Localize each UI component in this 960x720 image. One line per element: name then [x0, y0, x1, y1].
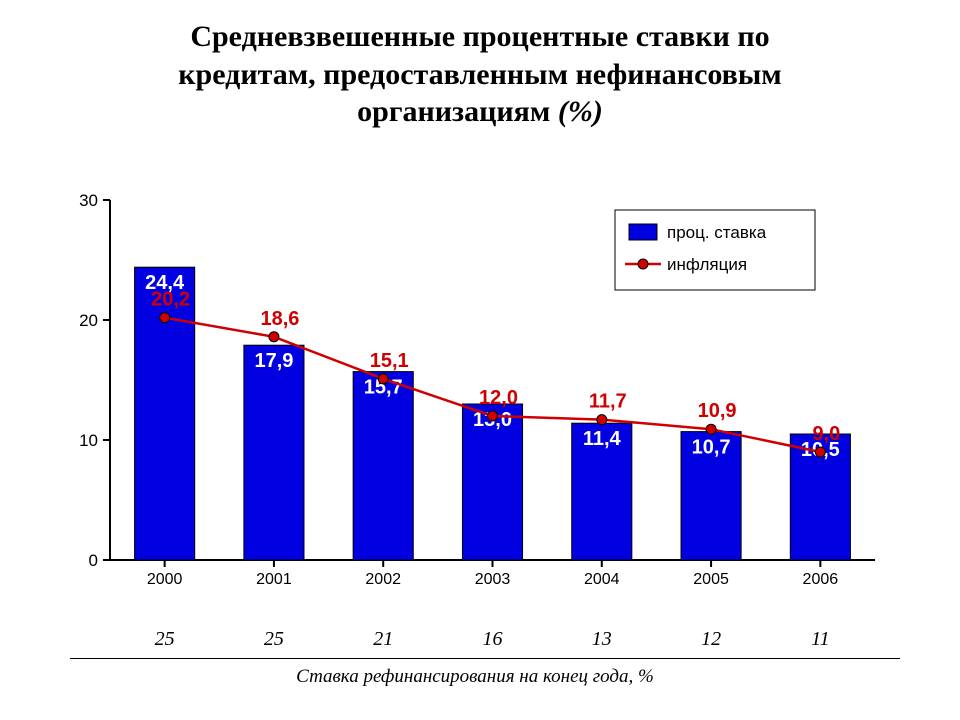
refinancing-value: 25: [155, 628, 175, 651]
y-tick-label: 0: [89, 551, 98, 570]
line-marker: [269, 332, 279, 342]
bar: [244, 345, 304, 560]
y-tick-label: 30: [79, 191, 98, 210]
title-line3-italic: (%): [558, 95, 603, 128]
line-value-label: 15,1: [370, 350, 409, 372]
chart-svg: 0102030200020012002200320042005200624,41…: [55, 190, 895, 590]
bar-value-label: 10,7: [692, 437, 731, 459]
bar-value-label: 11,4: [583, 428, 622, 450]
chart-area: 0102030200020012002200320042005200624,41…: [55, 190, 895, 590]
chart-title: Средневзвешенные процентные ставки по кр…: [40, 18, 920, 131]
line-marker: [597, 415, 607, 425]
line-value-label: 11,7: [589, 391, 627, 413]
category-label: 2002: [365, 571, 401, 588]
line-marker: [160, 313, 170, 323]
category-label: 2000: [147, 571, 183, 588]
refinancing-value: 11: [811, 628, 830, 651]
legend-label: проц. ставка: [667, 223, 767, 242]
title-line1: Средневзвешенные процентные ставки по: [190, 20, 769, 53]
line-marker: [488, 411, 498, 421]
bar-value-label: 17,9: [254, 350, 293, 372]
line-marker: [706, 424, 716, 434]
category-label: 2004: [584, 571, 620, 588]
line-value-label: 10,9: [698, 400, 737, 422]
category-label: 2001: [256, 571, 292, 588]
category-label: 2006: [803, 571, 839, 588]
line-value-label: 9,0: [812, 423, 840, 445]
bar: [135, 267, 195, 560]
legend-swatch-marker: [638, 259, 648, 269]
legend-box: [615, 210, 815, 290]
title-line2: кредитам, предоставленным нефинансовым: [178, 58, 781, 91]
category-label: 2005: [693, 571, 729, 588]
refinancing-value: 16: [483, 628, 503, 651]
line-value-label: 18,6: [260, 308, 299, 330]
legend-swatch-bar: [629, 224, 657, 240]
line-value-label: 12,0: [479, 387, 518, 409]
refinancing-separator: [70, 658, 900, 659]
bar: [353, 372, 413, 560]
line-value-label: 20,2: [151, 289, 190, 311]
refinancing-value: 21: [373, 628, 393, 651]
category-label: 2003: [475, 571, 511, 588]
y-tick-label: 20: [79, 311, 98, 330]
refinancing-values-row: 25 25 21 16 13 12 11: [55, 628, 895, 652]
refinancing-value: 25: [264, 628, 284, 651]
refinancing-value: 13: [592, 628, 612, 651]
line-marker: [378, 374, 388, 384]
legend-label: инфляция: [667, 255, 747, 274]
refinancing-caption: Ставка рефинансирования на конец года, %: [55, 666, 895, 688]
refinancing-value: 12: [701, 628, 721, 651]
y-tick-label: 10: [79, 431, 98, 450]
title-line3-bold: организациям: [357, 95, 558, 128]
line-marker: [815, 447, 825, 457]
